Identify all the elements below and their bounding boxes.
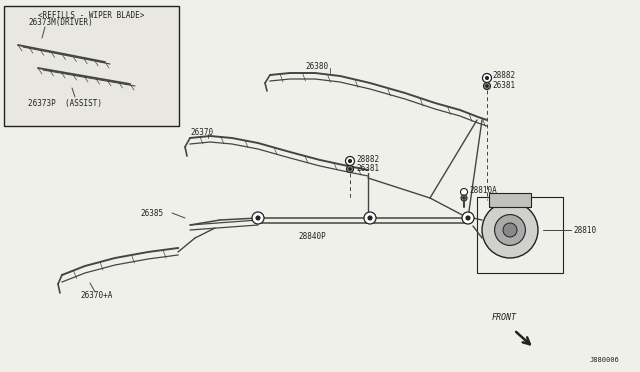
Circle shape — [368, 216, 372, 220]
Text: 26373M(DRIVER): 26373M(DRIVER) — [28, 17, 93, 26]
Circle shape — [486, 77, 488, 80]
Text: 26370: 26370 — [190, 128, 213, 137]
Text: <REFILLS - WIPER BLADE>: <REFILLS - WIPER BLADE> — [38, 10, 145, 19]
Circle shape — [483, 74, 492, 83]
Text: 28882: 28882 — [356, 154, 379, 164]
Circle shape — [482, 202, 538, 258]
Text: 26380: 26380 — [305, 61, 328, 71]
Text: J880006: J880006 — [590, 357, 620, 363]
Circle shape — [256, 216, 260, 220]
Circle shape — [346, 157, 355, 166]
Circle shape — [346, 166, 353, 173]
Text: 28840P: 28840P — [298, 231, 326, 241]
Circle shape — [486, 85, 488, 87]
Circle shape — [461, 195, 467, 201]
FancyBboxPatch shape — [489, 193, 531, 207]
Text: 26370+A: 26370+A — [80, 291, 113, 299]
Circle shape — [252, 212, 264, 224]
Circle shape — [349, 160, 351, 163]
Bar — [4, 6, 179, 126]
Circle shape — [503, 223, 517, 237]
Text: 28882: 28882 — [492, 71, 515, 80]
Text: 28810A: 28810A — [469, 186, 497, 195]
Text: 26381: 26381 — [492, 80, 515, 90]
Text: 26373P  (ASSIST): 26373P (ASSIST) — [28, 99, 102, 108]
Circle shape — [461, 189, 467, 196]
Text: 28810: 28810 — [573, 225, 596, 234]
Circle shape — [495, 215, 525, 246]
Text: FRONT: FRONT — [492, 314, 517, 323]
Circle shape — [466, 216, 470, 220]
Text: 26381: 26381 — [356, 164, 379, 173]
Circle shape — [463, 197, 465, 199]
Circle shape — [349, 168, 351, 170]
Circle shape — [364, 212, 376, 224]
Text: 26385: 26385 — [140, 208, 163, 218]
Circle shape — [462, 212, 474, 224]
Circle shape — [483, 83, 490, 90]
